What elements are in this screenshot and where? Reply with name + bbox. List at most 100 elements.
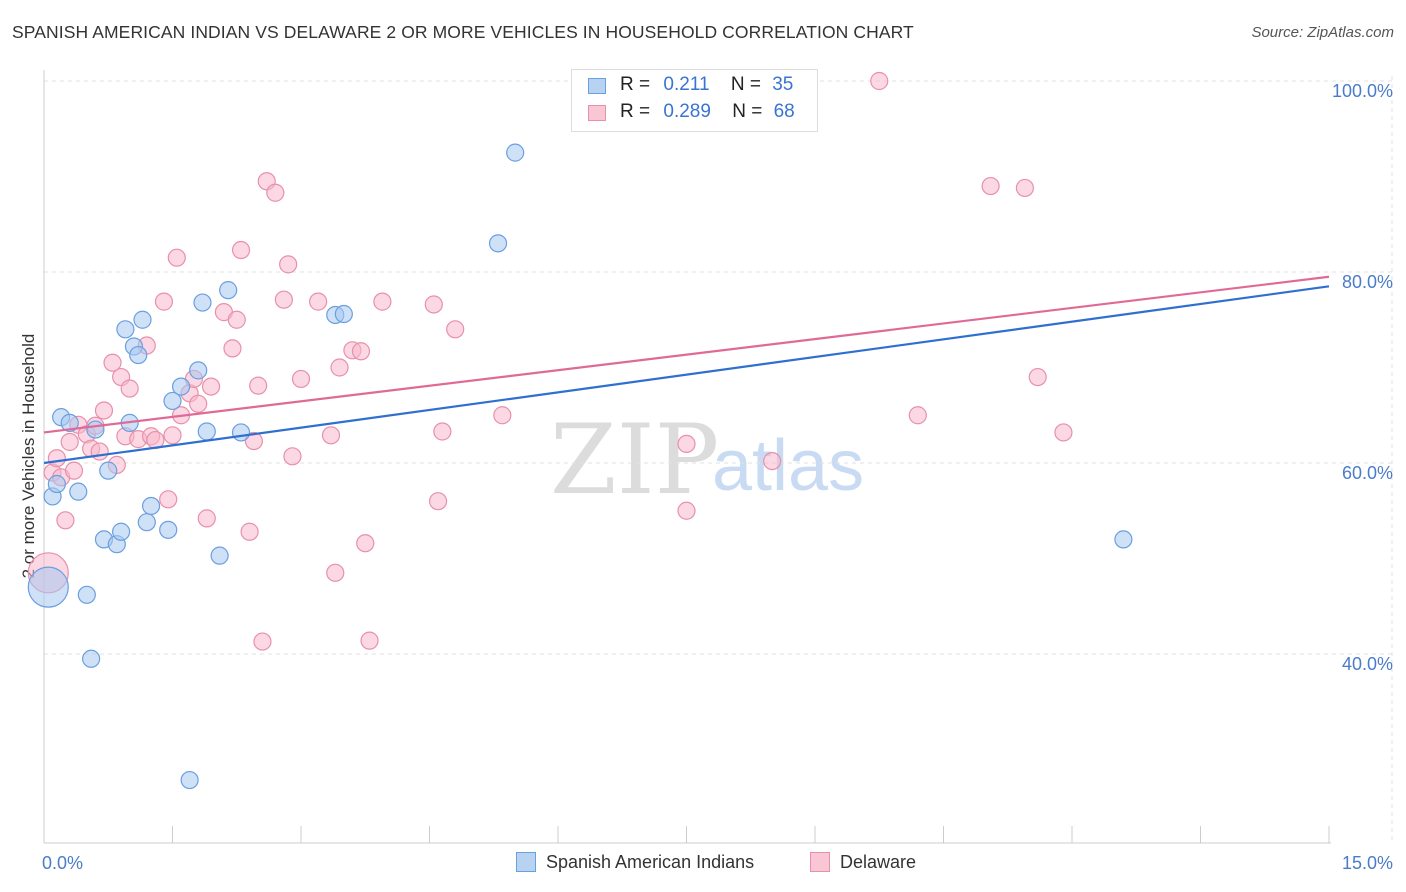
point-spanish-american-indians bbox=[506, 143, 525, 162]
point-delaware bbox=[1054, 423, 1073, 442]
chart-title: SPANISH AMERICAN INDIAN VS DELAWARE 2 OR… bbox=[12, 22, 914, 42]
trend-line-delaware bbox=[43, 275, 1330, 434]
point-spanish-american-indians bbox=[210, 546, 229, 565]
point-delaware bbox=[253, 632, 272, 651]
point-spanish-american-indians bbox=[334, 304, 353, 324]
point-delaware bbox=[64, 461, 84, 480]
point-delaware bbox=[291, 369, 311, 389]
point-spanish-american-indians bbox=[82, 649, 101, 668]
point-delaware bbox=[283, 447, 302, 466]
point-spanish-american-indians bbox=[159, 520, 178, 539]
point-delaware bbox=[677, 501, 696, 520]
point-delaware bbox=[201, 377, 221, 396]
point-delaware bbox=[330, 358, 349, 377]
point-delaware bbox=[223, 339, 242, 358]
point-delaware bbox=[351, 342, 371, 361]
point-spanish-american-indians bbox=[231, 423, 251, 442]
point-spanish-american-indians bbox=[219, 281, 238, 300]
bottom-legend-swatch-blue bbox=[516, 852, 536, 872]
point-spanish-american-indians bbox=[60, 413, 79, 432]
point-delaware bbox=[274, 290, 293, 309]
correlation-legend: R = 0.211 N = 35 R = 0.289 N = 68 bbox=[571, 69, 818, 132]
trend-line-spanish-american-indians bbox=[43, 285, 1330, 465]
point-spanish-american-indians bbox=[193, 293, 212, 312]
y-tick-label: 40.0% bbox=[1342, 654, 1393, 674]
watermark-zip: ZIP bbox=[550, 404, 719, 516]
y-axis-label: 2 or more Vehicles in Household bbox=[19, 334, 38, 579]
point-delaware bbox=[197, 509, 216, 528]
point-delaware bbox=[424, 295, 443, 314]
point-spanish-american-indians bbox=[137, 513, 156, 532]
point-delaware bbox=[163, 426, 182, 445]
point-delaware bbox=[47, 449, 66, 468]
point-spanish-american-indians bbox=[189, 361, 208, 380]
point-delaware bbox=[56, 511, 75, 530]
point-delaware bbox=[1028, 367, 1047, 387]
point-spanish-american-indians bbox=[141, 496, 161, 516]
point-delaware bbox=[103, 353, 122, 372]
point-spanish-american-indians bbox=[27, 566, 69, 608]
point-spanish-american-indians bbox=[77, 585, 96, 604]
bottom-legend-swatch-pink bbox=[810, 852, 830, 872]
point-delaware bbox=[90, 442, 109, 461]
point-delaware bbox=[981, 176, 1000, 196]
legend-r-label: R = bbox=[620, 101, 651, 122]
legend-n-value: 68 bbox=[773, 101, 795, 122]
y-tick-label: 60.0% bbox=[1342, 463, 1393, 483]
point-delaware bbox=[120, 379, 139, 398]
bottom-legend-label: Spanish American Indians bbox=[546, 852, 755, 872]
point-spanish-american-indians bbox=[133, 310, 152, 329]
bottom-legend-delaware: Delaware bbox=[810, 852, 916, 873]
point-delaware bbox=[763, 451, 782, 471]
bottom-legend-label: Delaware bbox=[840, 852, 917, 872]
point-spanish-american-indians bbox=[69, 482, 88, 501]
point-spanish-american-indians bbox=[171, 377, 191, 396]
point-delaware bbox=[244, 431, 263, 451]
tick-labels: 40.0% 60.0% 80.0% 100.0% 0.0% 15.0% bbox=[42, 81, 1393, 873]
point-spanish-american-indians bbox=[129, 345, 148, 365]
point-delaware bbox=[240, 522, 259, 541]
point-delaware bbox=[231, 240, 251, 260]
point-delaware bbox=[60, 432, 79, 452]
legend-r-value: 0.289 bbox=[663, 101, 711, 122]
point-delaware bbox=[159, 490, 178, 509]
point-delaware bbox=[321, 426, 341, 445]
point-delaware bbox=[870, 71, 889, 91]
legend-r-value: 0.211 bbox=[663, 74, 710, 95]
point-delaware bbox=[373, 292, 392, 311]
point-spanish-american-indians bbox=[116, 320, 135, 339]
point-delaware bbox=[428, 492, 448, 511]
point-delaware bbox=[433, 422, 452, 441]
chart-source: Source: ZipAtlas.com bbox=[1251, 24, 1394, 41]
point-delaware bbox=[266, 183, 285, 202]
legend-n-value: 35 bbox=[772, 74, 794, 95]
point-delaware bbox=[154, 292, 174, 311]
point-delaware bbox=[309, 292, 328, 311]
point-spanish-american-indians bbox=[86, 420, 105, 439]
bottom-legend-spanish-american-indians: Spanish American Indians bbox=[516, 852, 754, 873]
watermark-atlas: atlas bbox=[712, 426, 864, 506]
legend-n-label: N = bbox=[732, 101, 763, 122]
x-tick-label: 0.0% bbox=[42, 853, 83, 873]
point-delaware bbox=[94, 401, 114, 420]
legend-text: R = 0.211 N = 35 bbox=[620, 74, 793, 96]
legend-r-label: R = bbox=[620, 74, 651, 95]
point-delaware bbox=[677, 434, 696, 453]
point-spanish-american-indians bbox=[47, 474, 66, 494]
y-tick-label: 100.0% bbox=[1332, 81, 1393, 101]
watermark: ZIP atlas bbox=[550, 404, 864, 516]
point-spanish-american-indians bbox=[488, 234, 508, 253]
point-delaware bbox=[493, 406, 512, 425]
point-spanish-american-indians bbox=[180, 770, 199, 790]
point-delaware bbox=[1015, 178, 1034, 198]
point-delaware bbox=[360, 631, 379, 650]
x-tick-label: 15.0% bbox=[1342, 853, 1393, 873]
point-delaware bbox=[249, 376, 268, 395]
point-spanish-american-indians bbox=[163, 391, 182, 411]
point-delaware bbox=[908, 406, 927, 425]
data-points bbox=[27, 71, 1133, 790]
y-tick-label: 80.0% bbox=[1342, 272, 1393, 292]
legend-n-label: N = bbox=[730, 74, 761, 95]
point-spanish-american-indians bbox=[99, 461, 118, 480]
